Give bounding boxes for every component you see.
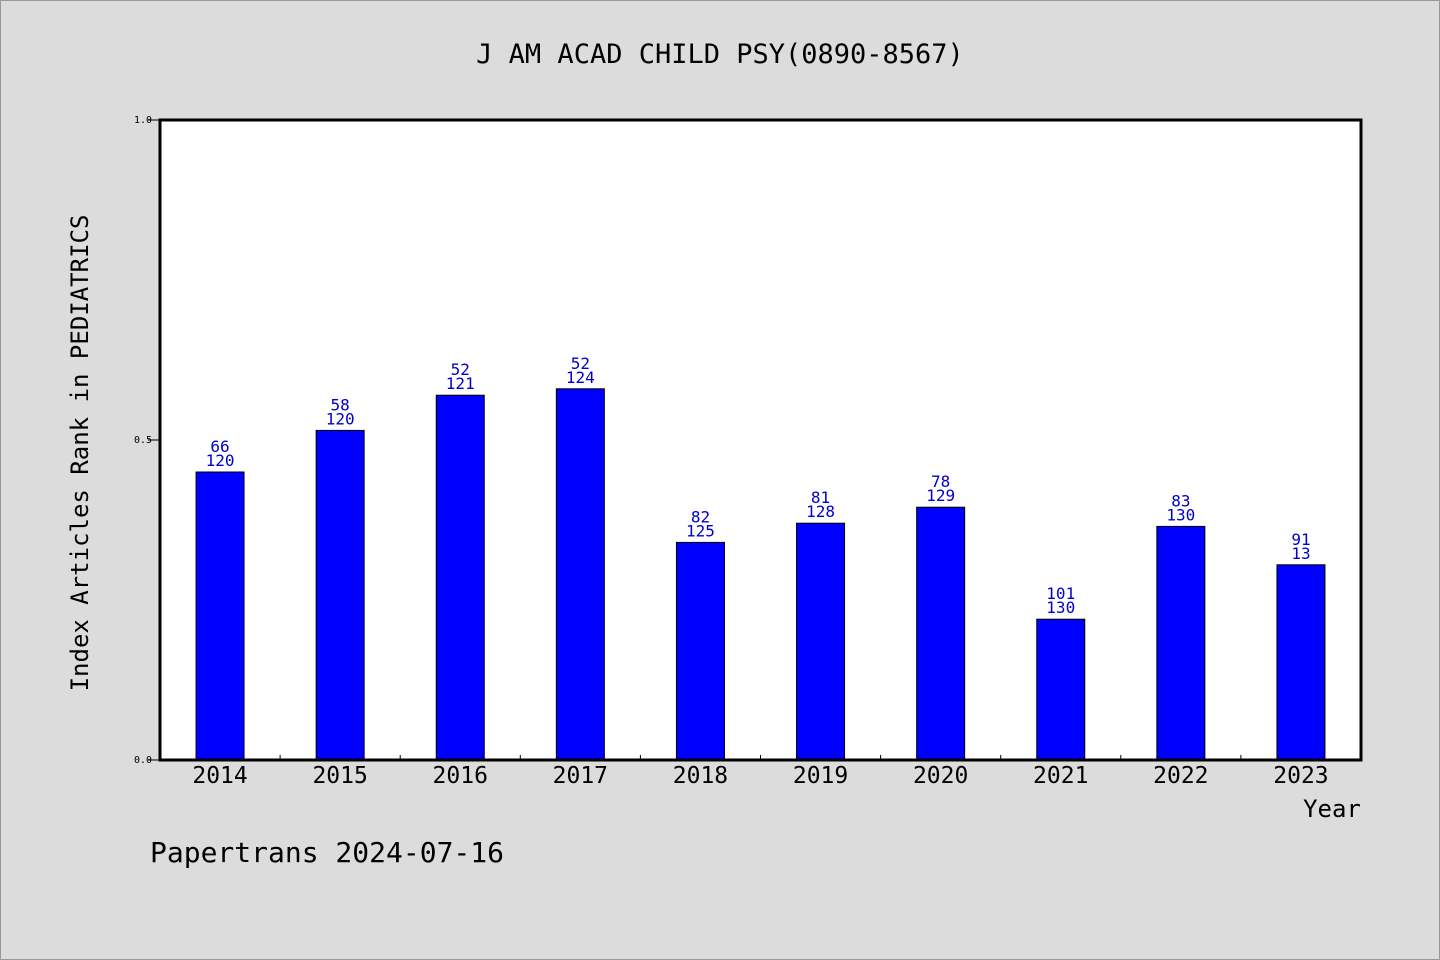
bar-label-bottom-2016: 121 (446, 374, 475, 393)
bar-label-top-2022: 83 (1171, 491, 1190, 510)
bar-label-top-2021: 101 (1046, 584, 1075, 603)
x-tick-label-2020: 2020 (913, 763, 968, 789)
bar-label-bottom-2017: 124 (566, 368, 595, 387)
bar-2019 (796, 522, 846, 761)
bar-2020 (916, 506, 966, 761)
bar-label-bottom-2020: 129 (926, 486, 955, 505)
bar-2018 (675, 541, 725, 761)
x-tick-label-2018: 2018 (673, 763, 728, 789)
bar-2023 (1276, 564, 1326, 761)
bar-2016 (435, 394, 485, 761)
bar-label-top-2014: 66 (210, 437, 229, 456)
bar-label-bottom-2018: 125 (686, 521, 715, 540)
bar-2021 (1036, 618, 1086, 761)
bar-2015 (315, 429, 365, 761)
bar-label-bottom-2014: 120 (206, 451, 235, 470)
bar-2014 (195, 471, 245, 761)
bar-labels-group: 6612058120521215212482125811287812910113… (206, 354, 1311, 617)
x-tick-label-2019: 2019 (793, 763, 848, 789)
x-tick-label-2022: 2022 (1153, 763, 1208, 789)
bar-label-bottom-2021: 130 (1046, 598, 1075, 617)
bar-label-bottom-2023: 13 (1291, 544, 1310, 563)
bars-group (195, 388, 1326, 761)
y-tick-label-1.0: 1.0 (134, 115, 152, 126)
bar-label-top-2015: 58 (331, 395, 350, 414)
bar-label-top-2017: 52 (571, 354, 590, 373)
bar-label-bottom-2019: 128 (806, 502, 835, 521)
y-axis-ticks: 0.0 0.5 1.0 (134, 115, 160, 766)
bar-label-bottom-2015: 120 (326, 409, 355, 428)
bar-2022 (1156, 525, 1206, 761)
plot-frame (158, 118, 1363, 762)
x-axis-ticks: 2014 2015 2016 2017 2018 2019 2020 2021 2022 2023 (192, 755, 1329, 789)
x-tick-label-2023: 2023 (1273, 763, 1328, 789)
chart-title: J AM ACAD CHILD PSY(0890-8567) (476, 39, 964, 70)
bar-label-top-2018: 82 (691, 507, 710, 526)
x-axis-label: Year (1303, 795, 1361, 823)
bar-label-top-2020: 78 (931, 472, 950, 491)
y-axis-label: Index Articles Rank in PEDIATRICS (66, 215, 94, 692)
x-tick-label-2015: 2015 (312, 763, 367, 789)
x-tick-label-2016: 2016 (433, 763, 488, 789)
bar-label-top-2019: 81 (811, 488, 830, 507)
y-tick-label-0.0: 0.0 (134, 755, 152, 766)
bar-label-top-2016: 52 (451, 360, 470, 379)
bar-label-bottom-2022: 130 (1166, 505, 1195, 524)
bar-label-top-2023: 91 (1291, 530, 1310, 549)
footer-text: Papertrans 2024-07-16 (150, 836, 504, 869)
x-tick-label-2017: 2017 (553, 763, 608, 789)
y-tick-label-0.5: 0.5 (134, 435, 152, 446)
x-tick-label-2021: 2021 (1033, 763, 1088, 789)
x-tick-label-2014: 2014 (192, 763, 247, 789)
bar-2017 (555, 388, 605, 761)
